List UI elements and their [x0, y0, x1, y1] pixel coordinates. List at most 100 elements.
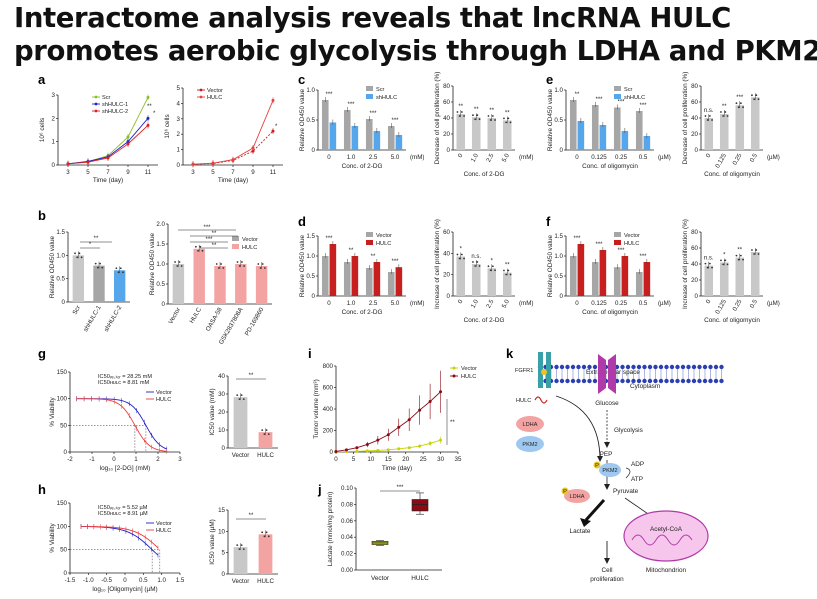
panel-k-membrane-head [675, 364, 680, 370]
panel-e-right-star: n.s. [704, 108, 714, 114]
panel-b-right-dot [195, 245, 197, 248]
panel-h-bar-dot [267, 535, 270, 538]
panel-k-membrane-head [686, 364, 691, 370]
panel-b-right-dot [236, 261, 239, 263]
panel-b-right-dot [199, 245, 202, 248]
panel-f-right-dot [757, 253, 760, 255]
panel-f-left-bar-Vector-0.125 [591, 262, 599, 296]
panel-c-right-dot [489, 119, 492, 121]
panel-e-left-bar-Scr-0.5 [635, 111, 643, 150]
panel-f-right-star: * [723, 252, 726, 258]
panel-i-xtick-label: 30 [437, 456, 444, 463]
panel-c-right-bar-1.0 [471, 117, 481, 150]
panel-e-left-xcat: 0.125 [591, 154, 607, 161]
panel-f-right-xcat: 0.5 [749, 298, 760, 309]
panel-e-left-xcat: 0.5 [639, 154, 648, 161]
headline-line-2: promotes aerobic glycolysis through LDHA… [14, 35, 817, 67]
panel-c-right-dot [474, 118, 477, 121]
panel-e-left-star: *** [617, 100, 625, 106]
panel-c-left-ylabel: Relative OD450 value [299, 88, 306, 151]
panel-g-curve-xtick-label: -2 [67, 456, 73, 463]
panel-e-left-bar-shHULC-0 [577, 121, 585, 150]
panel-e-right-dot [757, 98, 760, 101]
panel-d-right-dot [458, 257, 461, 260]
panel-c-left-xlabel: Conc. of 2-DG [342, 163, 383, 170]
panel-b-right-dot [259, 267, 262, 269]
panel-i-point-HULC [365, 442, 369, 446]
panel-b-left-dot [122, 271, 124, 274]
panel-b-right-bar-OASA-58 [214, 266, 226, 304]
panel-b-right-y-tick-label: 1.5 [156, 241, 165, 248]
panel-g-bar-y-tick-label: 20 [218, 409, 225, 416]
panel-a-right-point-Vector [251, 149, 255, 153]
panel-i-point-Vector [439, 438, 443, 442]
panel-i-point-HULC [439, 390, 443, 394]
panel-c-right-bar-2.5 [487, 118, 497, 150]
panel-a-right-xtick-label: 5 [211, 169, 215, 176]
panel-e-left-bar-Scr-0.125 [591, 105, 599, 150]
panel-b-left-xcat: shHULC-1 [82, 304, 103, 333]
panel-i-series-HULC [335, 391, 441, 452]
panel-f-right-dot [751, 249, 753, 251]
panel-f-right-dot [704, 262, 707, 265]
panel-e-right-dot [737, 106, 740, 109]
panel-e-right-ylabel: Decrease of cell proliferation (%) [682, 72, 689, 165]
panel-e-left-ylabel: Relative OD450 value [547, 88, 554, 151]
panel-h-bar-dot [242, 548, 245, 551]
panel-k-membrane-head [702, 364, 708, 370]
panel-i-point-HULC [355, 446, 359, 450]
panel-k-membrane-head [697, 364, 702, 370]
panel-c-right-dot [494, 119, 496, 121]
panel-h-curve-ic50-hulc: IC50ʜᴜʟᴄ = 8.91 µM [98, 511, 148, 517]
panel-b-left-xcat: Scr [71, 305, 82, 317]
panel-d-left-bar-Vector-2.5 [365, 268, 373, 296]
panel-k-acetyl-label: Acetyl-CoA [650, 526, 683, 533]
panel-a-right-xtick-label: 11 [270, 169, 277, 176]
panel-c-right-dot [463, 115, 465, 117]
panel-b-right-dot [220, 263, 223, 265]
panel-g-bar-y-tick-label: 10 [218, 427, 225, 434]
panel-b-right-xcat: HULC [188, 306, 203, 325]
panel-f-left-bar-HULC-0.125 [599, 250, 607, 296]
panel-c-right-y-tick-label: 80 [443, 83, 450, 90]
panel-b-left-xcat: shHULC-2 [103, 304, 124, 333]
panel-d-right-dot [472, 261, 474, 263]
panel-k-membrane-head [713, 364, 719, 370]
panel-c-right-dot [503, 117, 505, 120]
panel-c-right-dot [487, 115, 490, 117]
panel-b-right-dot [201, 249, 204, 252]
panel-i-point-Vector [355, 449, 359, 453]
panel-h-curve-xtick-label: 0 [123, 577, 127, 584]
panel-g-curve-ylabel: % Viability [49, 397, 56, 427]
panel-i-point-HULC [428, 399, 432, 403]
panel-label-d: d [298, 214, 306, 229]
panel-a-left-xtick-label: 11 [145, 169, 152, 176]
panel-d-right-dot [474, 265, 477, 267]
panel-c-left-bar-shHULC-0 [329, 122, 337, 150]
panel-c-right-star: ** [458, 104, 463, 110]
panel-i-xlabel: Time (day) [382, 465, 412, 472]
panel-j-xcat: HULC [411, 575, 429, 582]
panel-g-curve-y-tick-label: 0 [64, 449, 68, 456]
panel-k-membrane-head [565, 378, 570, 384]
panel-h-bar-dot [236, 544, 239, 547]
panel-k-pyruvate-label: Pyruvate [613, 488, 639, 495]
panel-k-membrane-head [559, 364, 565, 370]
panel-g-bar-y-tick-label: 0 [222, 445, 226, 452]
panel-h-bar-dot [263, 535, 266, 538]
panel-label-g: g [38, 346, 46, 361]
panel-b-right-dot [174, 261, 177, 263]
panel-d-left-legend-swatch [366, 232, 373, 237]
panel-h-bar-y-tick-label: 0 [222, 571, 226, 578]
panel-a-left-star: ** [147, 104, 152, 110]
panel-f-right-dot [708, 262, 711, 265]
panel-f-right-star: n.s. [704, 256, 714, 262]
panel-f-right-unit: (µM) [767, 300, 780, 307]
panel-e-right-y-tick-label: 80 [691, 83, 698, 90]
panel-b-left-y-tick-label: 0 [62, 299, 66, 306]
panel-c-left-xcat: 0 [327, 154, 331, 161]
panel-a-right-axes [182, 88, 283, 166]
panel-a-right-series-HULC [192, 100, 274, 165]
panel-j-axes [355, 488, 442, 571]
panel-k-glycolysis-label: Glycolysis [614, 427, 643, 434]
